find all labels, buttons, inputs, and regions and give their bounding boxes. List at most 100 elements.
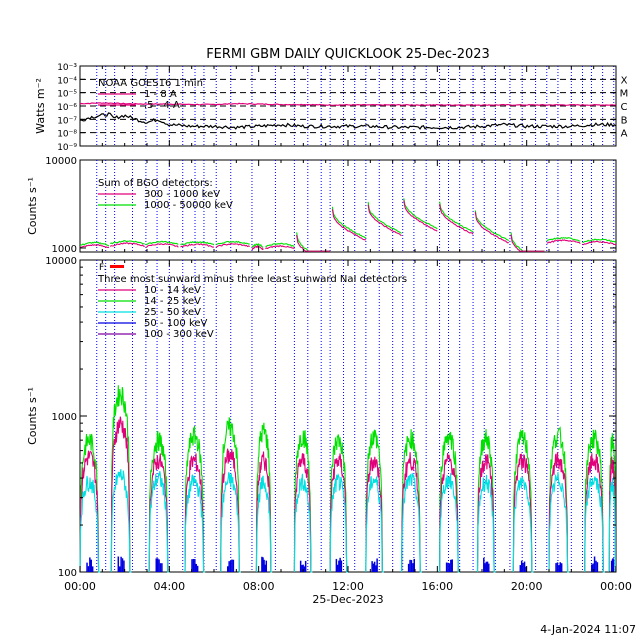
bgo-series-magenta xyxy=(215,243,250,248)
nai-series-green xyxy=(548,426,570,573)
footer-timestamp: 4-Jan-2024 11:07 xyxy=(540,623,636,636)
bgo-series-green xyxy=(251,242,264,248)
corner-mark xyxy=(110,265,124,268)
nai-series-magenta xyxy=(79,450,101,573)
bgo-series-magenta xyxy=(510,234,545,252)
chart-title: FERMI GBM DAILY QUICKLOOK 25-Dec-2023 xyxy=(206,47,490,62)
bgo-series-green xyxy=(216,240,250,245)
nai-series-magenta xyxy=(548,451,570,573)
nai-series-magenta xyxy=(293,453,313,573)
bgo-series-magenta xyxy=(403,200,438,232)
nai-series-magenta xyxy=(184,453,206,573)
goes-ylabel: Watts m⁻² xyxy=(34,78,47,134)
bgo-series-magenta xyxy=(79,244,110,249)
nai-series-magenta xyxy=(329,453,348,573)
nai-series-cyan xyxy=(293,473,313,573)
nai-legend-label: 50 - 100 keV xyxy=(144,318,208,329)
nai-series-cyan xyxy=(476,474,496,573)
bgo-series-magenta xyxy=(180,243,215,248)
x-tick-label: 20:00 xyxy=(511,580,543,593)
goes-y-tick-label: 10⁻⁴ xyxy=(57,76,77,86)
x-tick-label: 16:00 xyxy=(421,580,453,593)
nai-series-green xyxy=(608,433,617,573)
flare-class-label: X xyxy=(621,75,628,86)
bgo-series-green xyxy=(331,206,367,239)
goes-y-tick-label: 10⁻⁶ xyxy=(57,103,77,113)
bgo-series-green xyxy=(403,198,438,230)
nai-series-magenta xyxy=(512,453,534,573)
bgo-series-green xyxy=(109,240,145,245)
bgo-series-green xyxy=(180,240,215,246)
goes-y-tick-label: 10⁻⁷ xyxy=(57,116,77,126)
bgo-series-magenta xyxy=(265,245,295,250)
nai-y-tick-label: 100 xyxy=(58,568,77,579)
nai-series-cyan xyxy=(584,476,605,573)
bgo-series-magenta xyxy=(582,240,617,246)
goes-y-tick-label: 10⁻³ xyxy=(57,63,77,73)
goes-legend-label: .5 - 4 A xyxy=(144,100,180,111)
nai-series-green xyxy=(220,416,241,573)
bgo-legend-title: Sum of BGO detectors: xyxy=(98,178,213,189)
nai-series-cyan xyxy=(365,476,384,573)
nai-corner-label: F: xyxy=(99,263,107,273)
nai-series-magenta xyxy=(439,453,460,573)
x-tick-label: 12:00 xyxy=(332,580,364,593)
nai-series-cyan xyxy=(255,475,273,573)
goes-series-black xyxy=(80,112,617,130)
nai-series-magenta xyxy=(255,451,273,573)
bgo-series-green xyxy=(367,201,402,234)
goes-legend-title: NOAA GOES16 1 min xyxy=(98,78,203,89)
bgo-series-green xyxy=(145,240,179,246)
bgo-ylabel: Counts s⁻¹ xyxy=(26,177,39,235)
flare-class-label: M xyxy=(620,89,629,100)
nai-series-green xyxy=(293,430,313,573)
bgo-series-magenta xyxy=(145,243,179,248)
nai-series-cyan xyxy=(148,471,170,573)
nai-legend-label: 14 - 25 keV xyxy=(144,296,201,307)
nai-series-cyan xyxy=(329,473,348,573)
nai-legend-label: 10 - 14 keV xyxy=(144,285,201,296)
bgo-series-magenta xyxy=(439,203,474,235)
nai-series-green xyxy=(365,429,384,573)
nai-series-green xyxy=(476,429,496,573)
bgo-series-magenta xyxy=(367,204,402,237)
bgo-series-magenta xyxy=(251,244,264,251)
nai-series-green xyxy=(439,431,460,573)
nai-series-magenta xyxy=(110,416,132,573)
nai-series-green xyxy=(512,428,534,573)
bgo-series-magenta xyxy=(474,212,509,244)
nai-ylabel: Counts s⁻¹ xyxy=(26,387,39,445)
nai-series-magenta xyxy=(584,453,605,573)
bgo-plot xyxy=(79,198,617,252)
nai-series-green xyxy=(148,430,170,573)
bgo-series-green xyxy=(296,232,331,252)
flare-class-label: C xyxy=(621,102,628,113)
bgo-series-magenta xyxy=(296,234,331,252)
nai-series-green xyxy=(79,433,101,573)
goes-y-tick-label: 10⁻⁵ xyxy=(57,90,77,100)
nai-series-magenta xyxy=(220,448,241,573)
nai-series-magenta xyxy=(365,456,384,573)
x-tick-label: 08:00 xyxy=(243,580,275,593)
nai-series-green xyxy=(401,429,422,573)
nai-legend-label: 100 - 300 keV xyxy=(144,329,214,340)
nai-series-cyan xyxy=(512,476,534,573)
nai-series-magenta xyxy=(401,452,422,573)
x-tick-label: 00:00 xyxy=(600,580,632,593)
nai-series-cyan xyxy=(439,473,460,573)
bgo-series-magenta xyxy=(546,239,581,244)
bgo-legend-label: 1000 - 50000 keV xyxy=(144,200,233,211)
nai-series-cyan xyxy=(401,473,422,573)
nai-series-green xyxy=(255,422,273,573)
x-tick-label: 00:00 xyxy=(64,580,96,593)
bgo-legend-label: 300 - 1000 keV xyxy=(144,189,220,200)
nai-series-cyan xyxy=(608,477,617,573)
goes-series-magenta xyxy=(79,102,617,106)
nai-series-green xyxy=(329,434,348,573)
nai-series-cyan xyxy=(548,471,570,573)
goes-legend-label: 1 - 8 A xyxy=(144,89,177,100)
goes-y-tick-label: 10⁻⁹ xyxy=(57,143,77,153)
bgo-series-green xyxy=(510,232,545,252)
bgo-series-green xyxy=(265,242,295,248)
